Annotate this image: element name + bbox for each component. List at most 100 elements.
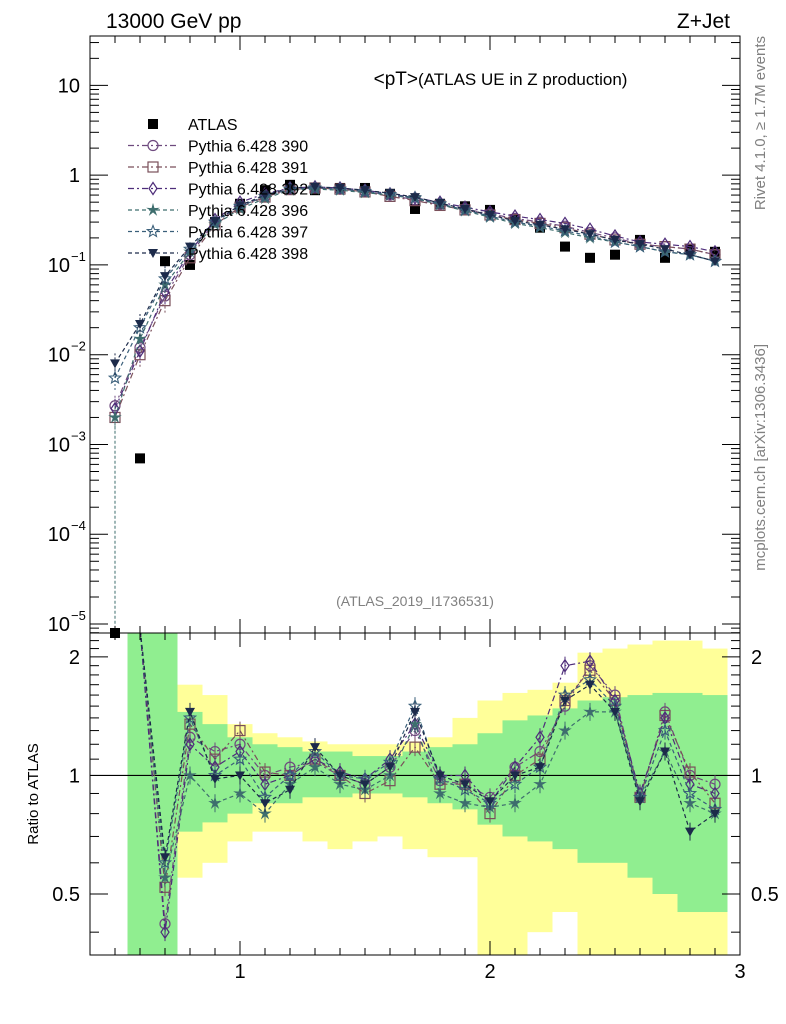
legend-label: Pythia 6.428 398	[188, 246, 308, 263]
mcplots-label: mcplots.cern.ch [arXiv:1306.3436]	[752, 344, 769, 571]
legend-entry: Pythia 6.428 396	[128, 202, 308, 220]
ratio-point	[208, 796, 222, 810]
ratio-point	[385, 763, 395, 773]
ratio-y-tick-label-right: 1	[751, 765, 762, 787]
data-point	[110, 359, 120, 369]
data-point	[107, 370, 123, 385]
series-line	[114, 187, 716, 418]
ratio-point	[160, 925, 170, 940]
main-y-tick-label: 1	[69, 165, 80, 187]
ratio-point	[558, 723, 572, 737]
ratio-y-tick-label-right: 2	[751, 647, 762, 669]
ratio-point	[310, 743, 320, 753]
ratio-axis-label: Ratio to ATLAS	[25, 743, 42, 844]
main-y-tick-exponent: −2	[71, 339, 86, 354]
x-tick-label: 2	[484, 961, 495, 983]
ratio-y-tick-label-right: 0.5	[751, 884, 779, 906]
ratio-point	[258, 806, 272, 820]
legend-marker	[145, 223, 161, 238]
series-line	[114, 188, 716, 418]
ratio-point	[535, 763, 545, 773]
ratio-point	[308, 759, 322, 773]
main-y-tick-exponent: −4	[71, 518, 86, 533]
ratio-point	[282, 768, 298, 782]
ratio-point	[210, 774, 220, 784]
ratio-point	[285, 785, 295, 795]
ratio-point	[585, 654, 595, 669]
data-point	[385, 189, 395, 199]
legend-label: Pythia 6.428 390	[188, 139, 308, 156]
data-point	[610, 235, 620, 245]
rivet-label: Rivet 4.1.0, ≥ 1.7M events	[752, 36, 769, 210]
ratio-point	[585, 680, 595, 690]
ratio-point	[533, 777, 547, 791]
main-y-tick-label: 10	[48, 345, 70, 367]
data-point	[185, 242, 195, 252]
legend-marker	[148, 119, 158, 129]
ratio-series-6	[139, 633, 720, 867]
main-y-tick-exponent: −3	[71, 428, 86, 443]
legend-entry: Pythia 6.428 397	[128, 223, 308, 242]
ratio-point	[710, 809, 720, 819]
series-4	[108, 181, 722, 432]
ratio-y-tick-label-left: 2	[69, 647, 80, 669]
legend-marker	[147, 161, 159, 173]
analysis-id: (ATLAS_2019_I1736531)	[336, 593, 494, 609]
ratio-point	[683, 796, 697, 810]
chart-title-main: <pT>	[374, 69, 418, 90]
ratio-point	[410, 707, 420, 717]
data-point	[585, 230, 595, 240]
legend-label: Pythia 6.428 397	[188, 225, 308, 242]
legend-entry: ATLAS	[148, 117, 238, 134]
ratio-point	[583, 704, 597, 718]
main-y-tick-exponent: −1	[71, 249, 86, 264]
ratio-point	[235, 771, 245, 781]
ratio-point	[435, 771, 445, 781]
data-point	[710, 246, 720, 257]
legend-marker	[146, 202, 160, 216]
ratio-point	[185, 737, 195, 752]
ratio-point	[485, 797, 495, 807]
legend-label: ATLAS	[188, 117, 238, 134]
ratio-point	[183, 768, 197, 782]
ratio-point	[685, 827, 695, 837]
data-point	[235, 201, 245, 211]
ratio-point	[508, 796, 522, 810]
data-point	[535, 220, 545, 230]
header-process: Z+Jet	[677, 10, 730, 33]
series-line	[114, 187, 716, 406]
data-point	[685, 250, 695, 260]
ratio-point	[560, 658, 570, 673]
legend-entry: Pythia 6.428 392	[128, 181, 308, 199]
ratio-point	[360, 780, 370, 790]
main-y-tick-label: 10	[58, 75, 80, 97]
data-point	[210, 216, 220, 226]
ratio-point	[660, 747, 670, 757]
data-point	[160, 256, 170, 267]
ratio-point	[610, 707, 620, 717]
data-point	[485, 210, 495, 220]
ratio-point	[185, 707, 195, 717]
ratio-point	[234, 724, 246, 737]
data-point	[657, 244, 673, 258]
data-point	[610, 249, 620, 260]
series-line	[114, 186, 716, 409]
ratio-point	[158, 870, 172, 884]
legend-label: Pythia 6.428 392	[188, 182, 308, 199]
ratio-point	[433, 786, 447, 800]
ratio-point	[160, 853, 170, 863]
main-y-tick-label: 10	[48, 434, 70, 456]
main-y-tick-exponent: −5	[71, 608, 86, 623]
x-tick-label: 1	[234, 961, 245, 983]
data-point	[660, 252, 670, 263]
legend-label: Pythia 6.428 391	[188, 160, 308, 177]
data-point	[135, 453, 145, 464]
ratio-point	[510, 771, 520, 781]
ratio-point	[635, 797, 645, 807]
data-point	[435, 198, 445, 208]
data-point	[310, 182, 320, 192]
main-y-tick-label: 10	[48, 524, 70, 546]
data-point	[560, 225, 570, 235]
